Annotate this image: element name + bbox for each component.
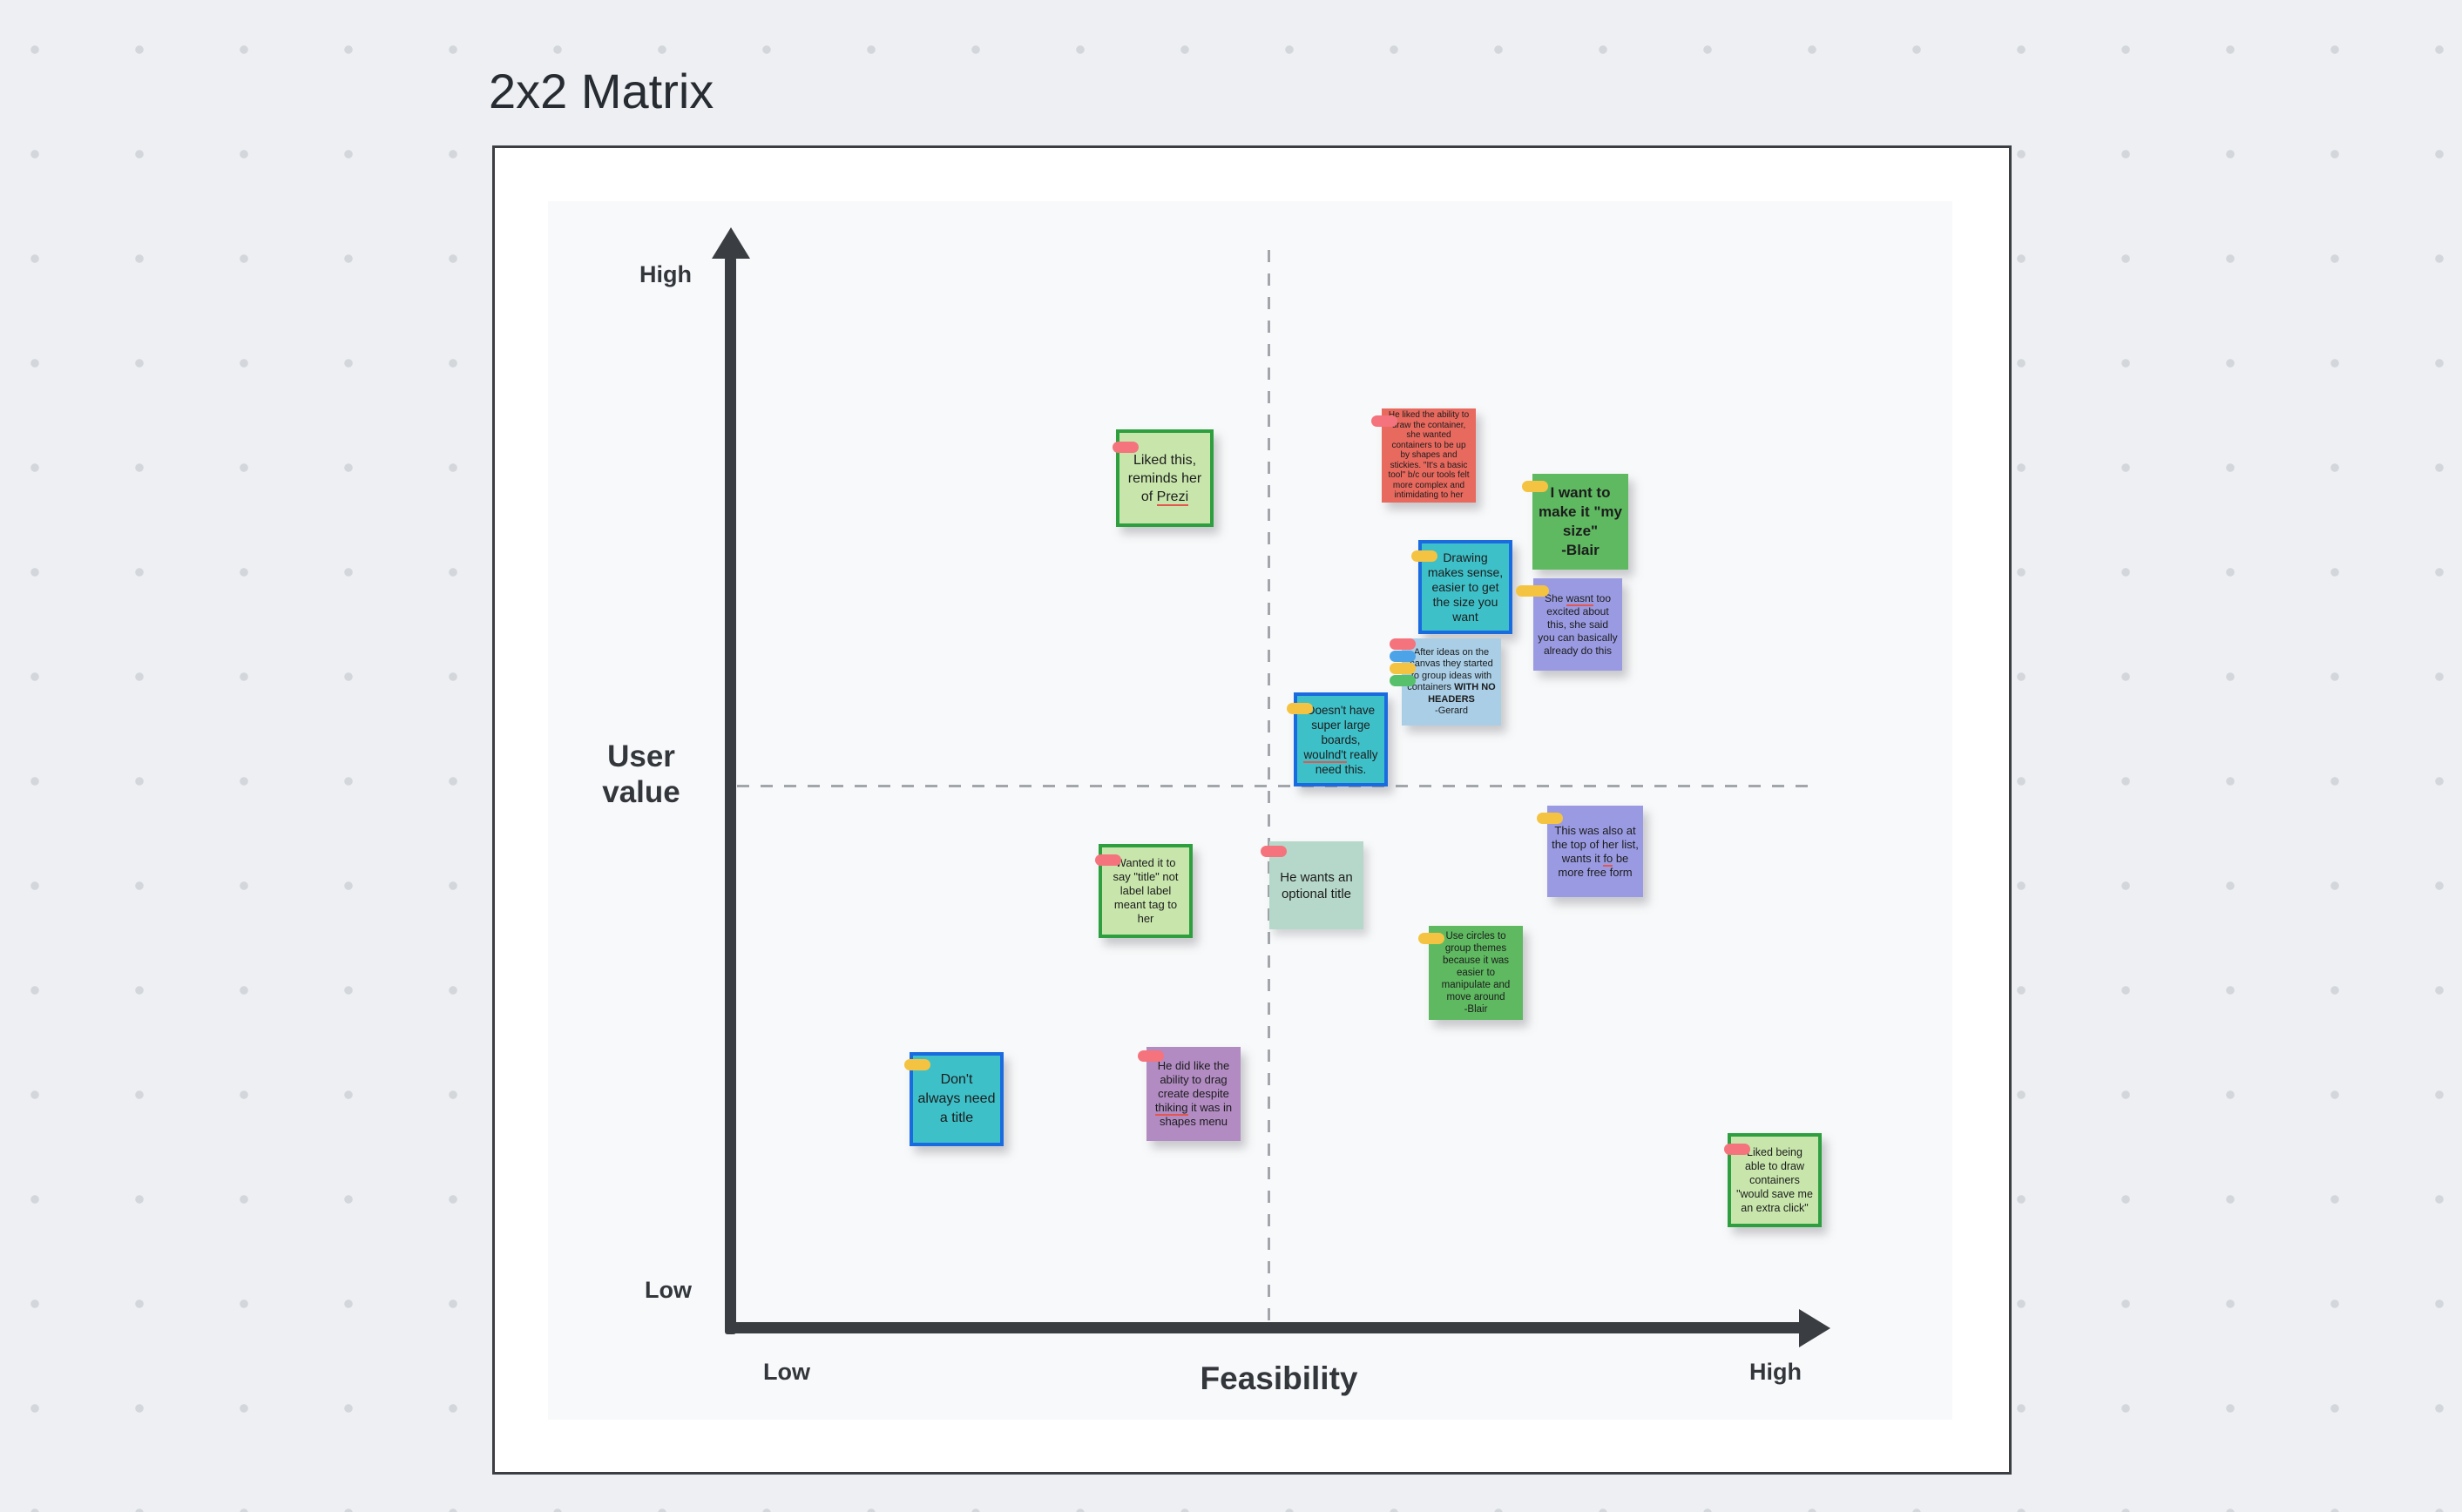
- note-text: Liked being able to draw containers "wou…: [1736, 1146, 1813, 1214]
- sticky-note-top-of-list[interactable]: This was also at the top of her list, wa…: [1537, 806, 1643, 897]
- tag-icon: [904, 1059, 930, 1070]
- note-text: Use circles to group themes because it w…: [1441, 931, 1511, 1015]
- tag-icon: [1287, 703, 1313, 714]
- tag-icon: [1390, 638, 1416, 650]
- sticky-note-draw-container[interactable]: He liked the ability to draw the contain…: [1371, 408, 1476, 503]
- tag-icon: [1371, 415, 1397, 427]
- board-title[interactable]: 2x2 Matrix: [489, 64, 714, 118]
- sticky-note-drag-create[interactable]: He did like the ability to drag create d…: [1138, 1047, 1241, 1141]
- x-axis-line: [725, 1322, 1802, 1333]
- sticky-note-circles-group[interactable]: Use circles to group themes because it w…: [1418, 926, 1523, 1020]
- sticky-note-dont-need-title[interactable]: Don't always need a title: [904, 1052, 1004, 1146]
- note-text: She wasnt too excited about this, she sa…: [1538, 591, 1618, 657]
- sticky-note-reminds-of-prezi[interactable]: Liked this, reminds her of Prezi: [1113, 429, 1214, 527]
- x-axis-arrow-icon: [1799, 1308, 1830, 1347]
- tag-icon: [1537, 813, 1563, 824]
- tag-icon: [1095, 854, 1121, 866]
- tag-icon: [1724, 1144, 1750, 1155]
- horizontal-quadrant-divider: [737, 785, 1808, 787]
- note-text: Liked this, reminds her of Prezi: [1127, 452, 1202, 506]
- tag-icon: [1390, 651, 1416, 662]
- y-axis-line: [725, 257, 736, 1334]
- y-axis-title: User value: [602, 739, 680, 809]
- note-text: Drawing makes sense, easier to get the s…: [1427, 550, 1504, 624]
- tag-icon: [1138, 1050, 1164, 1062]
- x-axis-high-label: High: [1749, 1359, 1802, 1385]
- sticky-note-title-not-label[interactable]: Wanted it to say "title" not label label…: [1095, 844, 1193, 938]
- note-text: Wanted it to say "title" not label label…: [1113, 856, 1179, 925]
- sticky-note-large-boards[interactable]: Doesn't have super large boards, woulnd'…: [1287, 692, 1388, 786]
- matrix-canvas: [548, 201, 1952, 1420]
- note-text: He did like the ability to drag create d…: [1154, 1059, 1233, 1128]
- note-text: I want to make it "my size" -Blair: [1539, 484, 1622, 558]
- matrix-frame[interactable]: High User value Low Low Feasibility High…: [492, 145, 2012, 1475]
- x-axis-title: Feasibility: [1200, 1360, 1358, 1396]
- tag-icon: [1113, 442, 1139, 453]
- y-axis-low-label: Low: [645, 1277, 692, 1303]
- note-text: Don't always need a title: [917, 1072, 996, 1125]
- note-text: After ideas on the canvas they started t…: [1407, 646, 1496, 717]
- sticky-note-extra-click[interactable]: Liked being able to draw containers "wou…: [1724, 1133, 1822, 1227]
- sticky-note-optional-title[interactable]: He wants an optional title: [1261, 841, 1363, 929]
- note-text: This was also at the top of her list, wa…: [1552, 823, 1639, 879]
- tag-icon: [1390, 663, 1416, 674]
- sticky-note-no-headers[interactable]: After ideas on the canvas they started t…: [1390, 638, 1501, 726]
- sticky-note-not-excited[interactable]: She wasnt too excited about this, she sa…: [1516, 578, 1622, 671]
- note-text: He liked the ability to draw the contain…: [1388, 410, 1470, 501]
- x-axis-low-label: Low: [763, 1359, 810, 1385]
- tag-icon: [1522, 481, 1548, 492]
- tag-icon: [1516, 585, 1549, 597]
- tag-icon: [1390, 675, 1416, 686]
- sticky-note-drawing-makes-sense[interactable]: Drawing makes sense, easier to get the s…: [1411, 540, 1512, 634]
- y-axis-arrow-icon: [712, 227, 750, 259]
- note-text: He wants an optional title: [1280, 869, 1353, 901]
- sticky-note-my-size[interactable]: I want to make it "my size" -Blair: [1522, 474, 1628, 570]
- tag-icon: [1411, 550, 1437, 562]
- note-text: Doesn't have super large boards, woulnd'…: [1303, 703, 1378, 776]
- tag-icon: [1261, 846, 1287, 857]
- tag-icon: [1418, 933, 1444, 944]
- y-axis-high-label: High: [639, 261, 692, 287]
